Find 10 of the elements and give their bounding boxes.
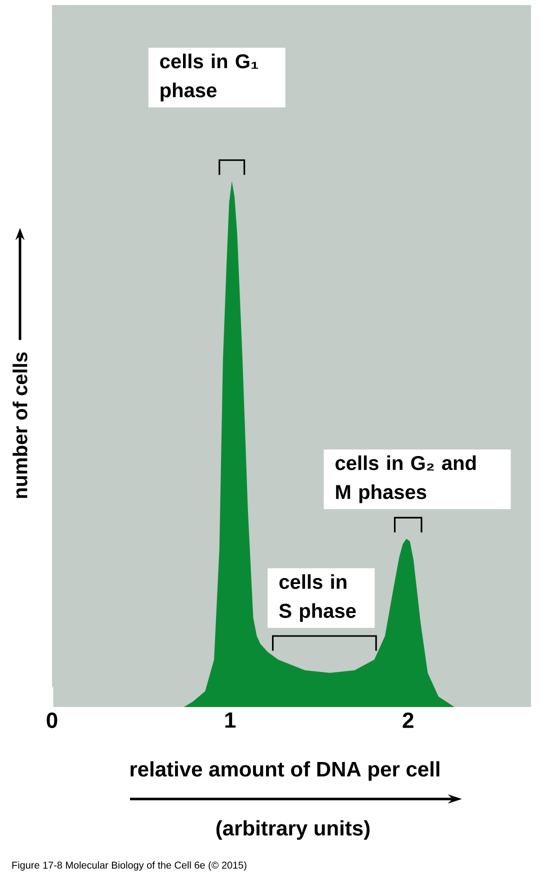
x-tick-label: 2: [402, 712, 414, 728]
annotation: cells in S phase: [279, 574, 356, 622]
text: (arbitrary units): [216, 820, 370, 840]
x-tick-label: 1: [225, 712, 236, 728]
text: cells in G₁ phase: [160, 54, 258, 102]
annotation: cells in G₂ and M phases: [336, 455, 476, 504]
x-axis-title: relative amount of DNA per cell: [130, 761, 440, 781]
x-tick-label: 0: [46, 712, 58, 728]
y-axis-title: number of cells: [12, 352, 28, 498]
caption: Figure 17-8 Molecular Biology of the Cell 6e (© 2015): [12, 861, 246, 871]
